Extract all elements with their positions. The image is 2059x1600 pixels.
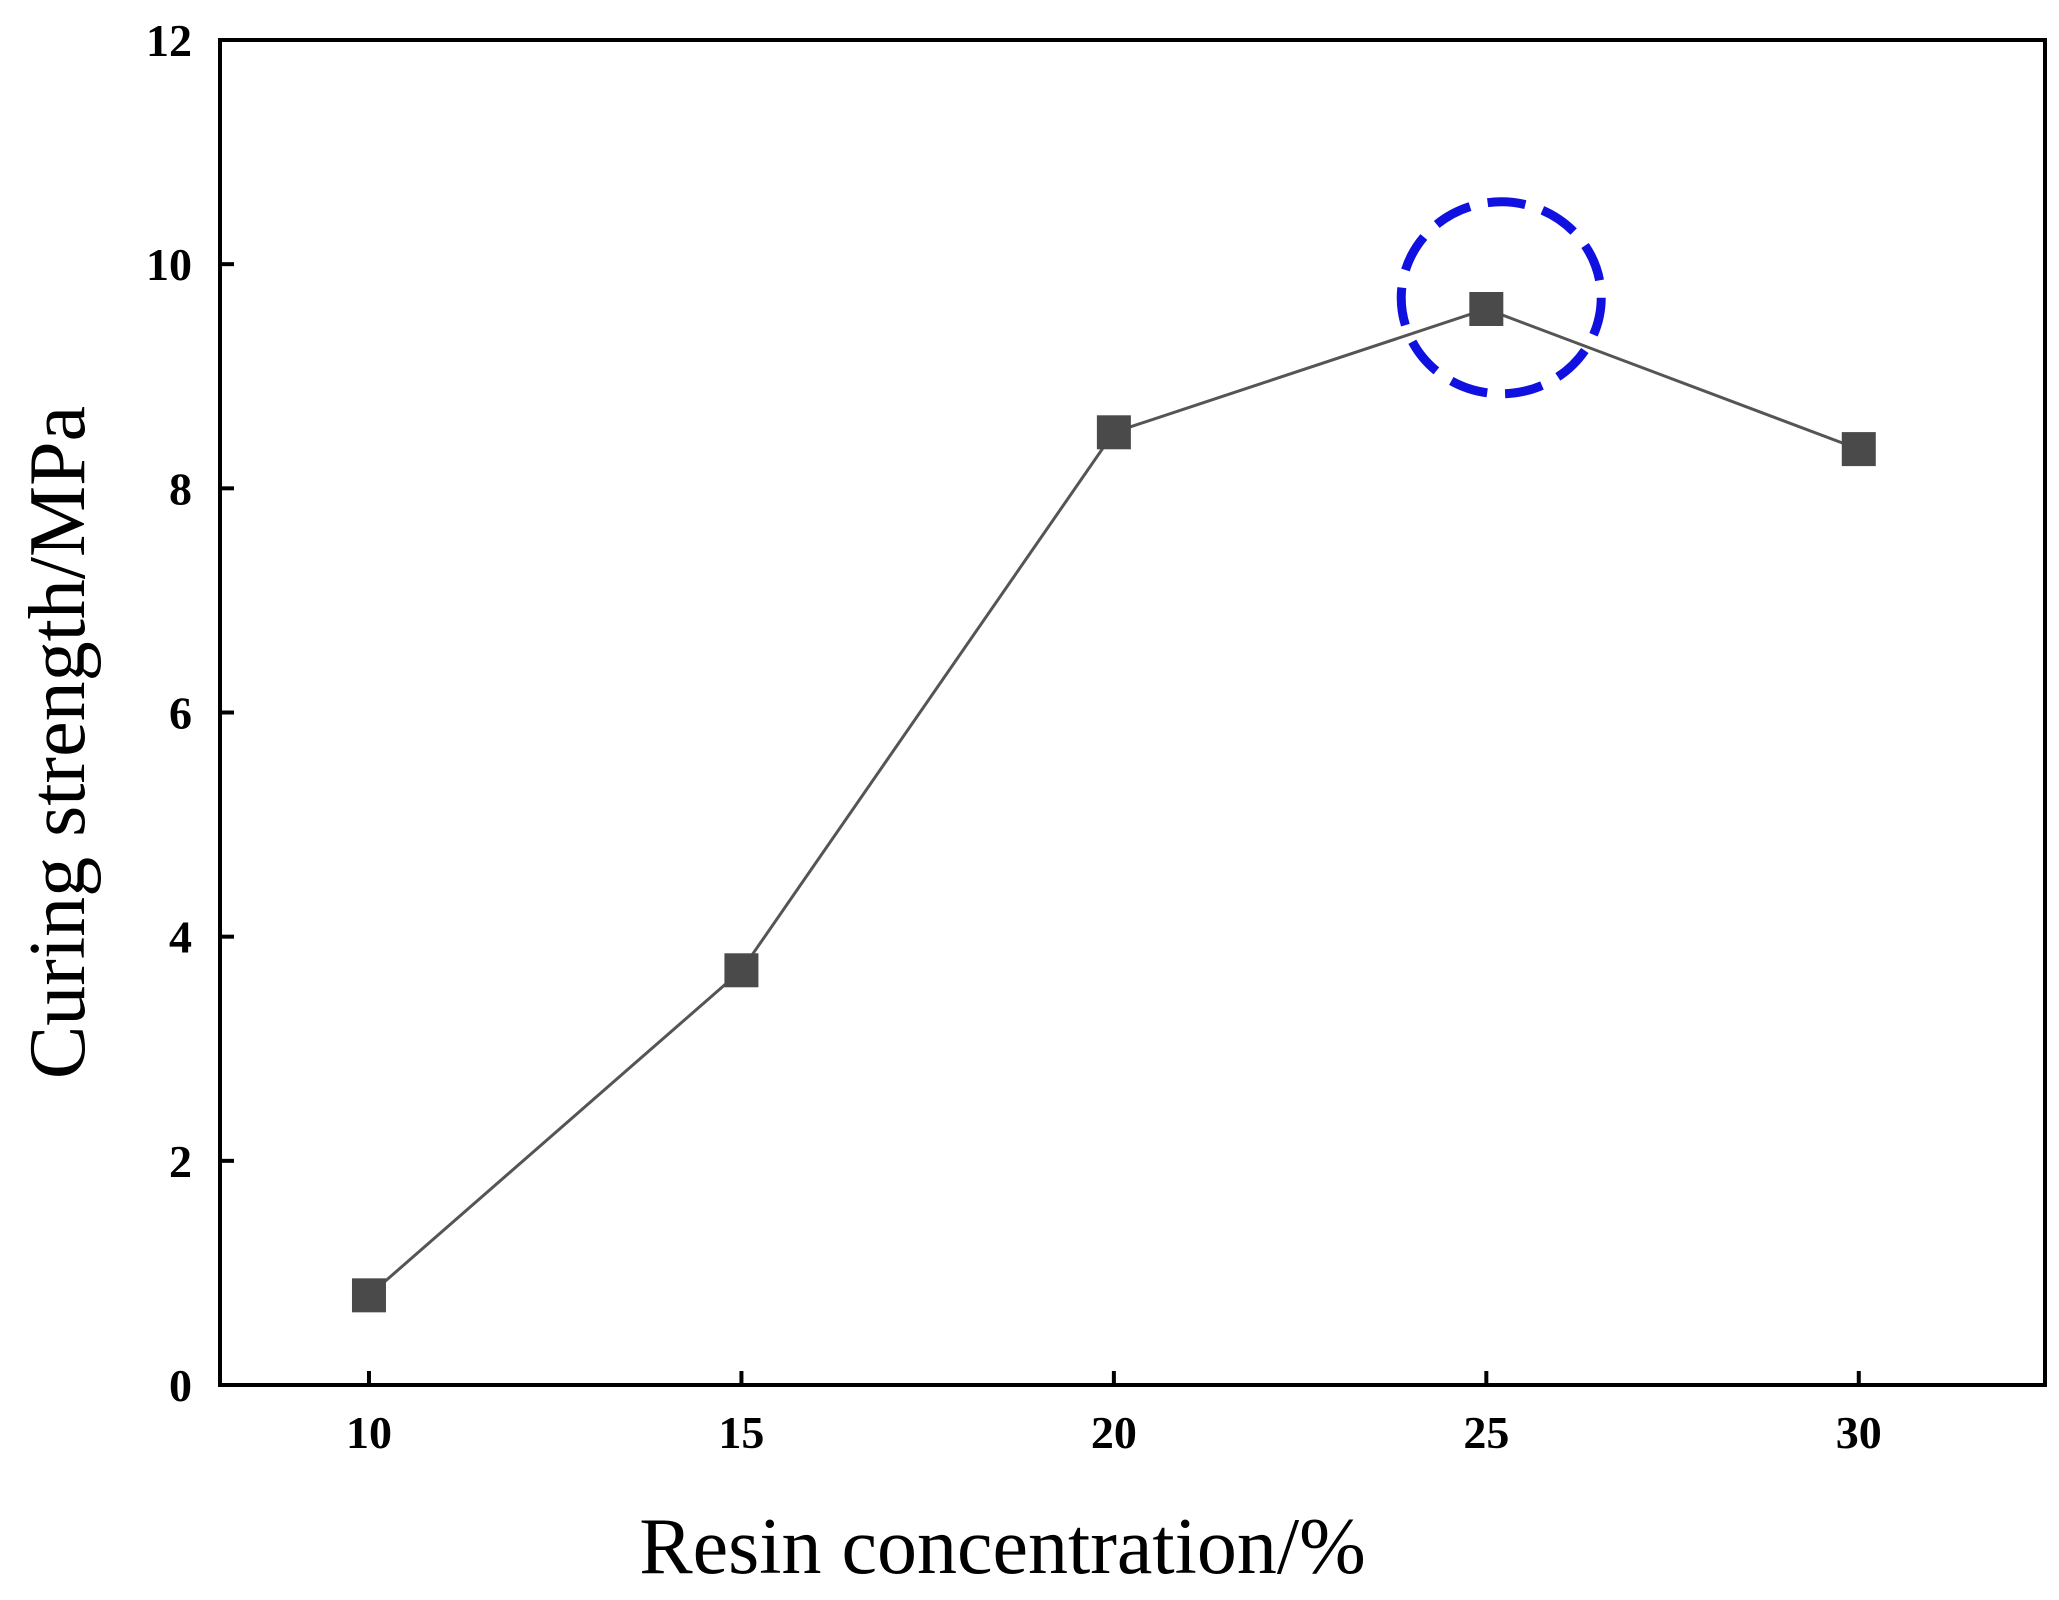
y-axis-title: Curing strength/MPa [14, 406, 102, 1079]
data-point-marker [724, 953, 759, 988]
y-tick-label: 8 [169, 463, 192, 514]
x-tick-label: 25 [1463, 1407, 1509, 1458]
plot-frame [218, 38, 2047, 1387]
data-point-marker [1469, 292, 1504, 326]
x-axis-ticks: 10 15 20 25 30 [346, 1371, 1882, 1458]
x-tick-label: 30 [1836, 1407, 1882, 1458]
y-tick-label: 12 [146, 15, 192, 66]
x-tick-label: 20 [1091, 1407, 1137, 1458]
y-axis-ticks: 0 2 4 6 8 10 12 [146, 15, 234, 1411]
y-tick-label: 10 [146, 239, 192, 290]
y-tick-label: 2 [169, 1136, 192, 1187]
x-axis-title: Resin concentration/% [639, 1503, 1365, 1591]
highlight-circle [1396, 197, 1606, 399]
x-tick-label: 10 [346, 1407, 392, 1458]
x-tick-label: 15 [718, 1407, 764, 1458]
data-point-marker [1096, 415, 1131, 450]
data-point-marker [351, 1278, 386, 1313]
y-tick-label: 4 [169, 912, 192, 963]
y-tick-label: 0 [169, 1360, 192, 1411]
series-markers [351, 292, 1876, 1313]
series-line [367, 307, 1860, 1297]
data-point-marker [1841, 432, 1876, 467]
y-tick-label: 6 [169, 688, 192, 739]
